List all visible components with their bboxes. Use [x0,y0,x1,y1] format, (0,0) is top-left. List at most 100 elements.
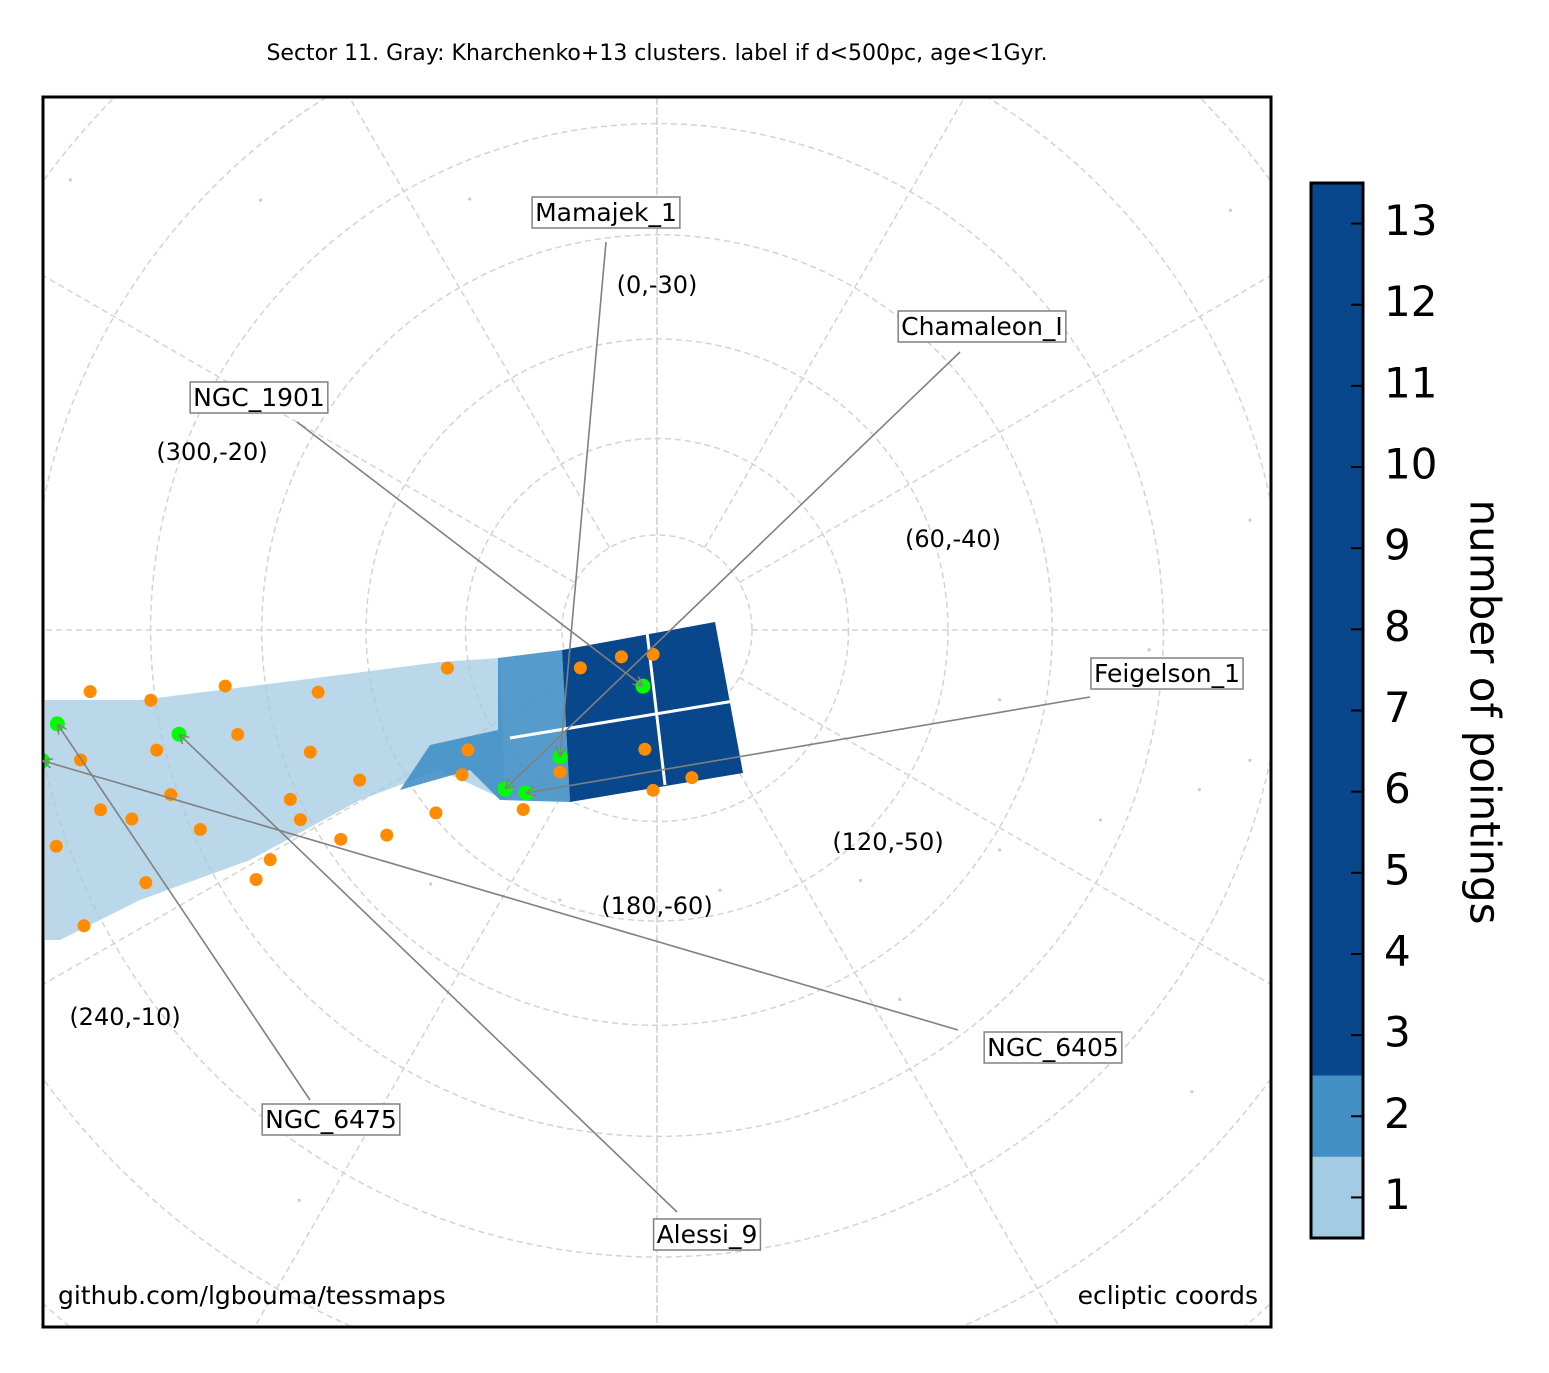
colorbar-tick-label: 7 [1384,683,1411,732]
annotation-arrow [179,734,678,1213]
colorbar-tick-label: 6 [1384,764,1411,813]
annotation-label: Chamaleon_I [901,312,1063,341]
annotation-arrow [560,241,607,757]
point [858,878,863,883]
point [1197,788,1201,792]
annotation-label: Alessi_9 [657,1220,758,1249]
annotation-arrow [526,696,1091,793]
point [77,919,91,933]
point [685,771,699,785]
colorbar-tick-label: 13 [1384,196,1437,245]
plot-frame [41,95,1273,1329]
point [68,178,72,182]
point [297,1198,301,1203]
point [49,839,63,853]
point [614,650,628,664]
colorbar-tick-label: 5 [1384,845,1411,894]
point [638,742,652,756]
point [646,783,660,797]
footprint-gap [509,698,741,740]
point [283,792,297,806]
colorbar-tick-label: 10 [1384,440,1437,489]
grid-label: (120,-50) [832,828,943,856]
annotation-arrow [57,724,311,1101]
point [1248,518,1252,522]
point [516,803,530,817]
annotation-arrow [42,761,959,1031]
annotation-label: Feigelson_1 [1094,659,1240,688]
annotation-box [983,1031,1123,1064]
annotation-box [189,381,329,414]
point [334,832,348,846]
colorbar-tick-label: 11 [1384,358,1437,407]
colorbar-label: number of pointings [1461,499,1510,924]
point [125,812,139,826]
grid-label: (300,-20) [156,438,267,466]
grid-line [703,97,966,549]
point [193,823,207,837]
annotation-box [261,1103,401,1136]
point [1098,818,1102,822]
colorbar-tick-label: 2 [1384,1089,1411,1138]
point [646,647,660,661]
point [353,773,367,787]
grid-label: (180,-60) [601,892,712,920]
point [553,765,567,779]
grid-label: (0,-30) [617,271,698,299]
point [998,698,1002,702]
point [311,685,325,699]
annotation-box [897,310,1067,343]
colorbar-tick-label: 9 [1384,521,1411,570]
grid-label: (60,-40) [905,525,1001,553]
point [144,693,158,707]
annotation-label: NGC_6475 [265,1105,397,1134]
footprint-2 [400,650,570,802]
chart-title: Sector 11. Gray: Kharchenko+13 clusters.… [266,41,1047,66]
point [1228,208,1233,212]
cluster-point [49,716,65,732]
grid-line [348,97,611,549]
point [258,198,263,202]
point [94,803,108,817]
annotation-arrow [296,421,643,686]
colorbar-tick-label: 1 [1384,1170,1411,1219]
annotation-arrow [505,351,961,789]
point [150,743,164,757]
annotation-label: NGC_1901 [193,383,325,412]
point [303,745,317,759]
grid-label: (240,-10) [69,1003,180,1031]
footer-left: github.com/lgbouma/tessmaps [58,1281,446,1310]
annotation-box [531,196,681,229]
point [558,898,562,902]
point [231,728,245,742]
grid-line [43,274,576,584]
point [429,882,433,886]
point [573,661,587,675]
grid-line [253,711,611,1327]
point [83,685,97,699]
point [139,876,153,890]
point [218,679,232,693]
point [1147,648,1151,652]
annotation-box [1090,657,1244,690]
point [461,743,475,757]
point [293,813,307,827]
colorbar-tick-label: 8 [1384,602,1411,651]
point [263,853,277,867]
colorbar-tick-label: 12 [1384,277,1437,326]
point [249,873,263,887]
point [455,768,469,782]
point [468,197,472,201]
point [440,661,454,675]
point [718,888,722,892]
point [997,848,1002,852]
point [1190,1090,1194,1094]
annotation-box [652,1218,762,1251]
annotation-label: Mamajek_1 [535,198,677,227]
footprint-3 [562,622,743,802]
grid-line [703,711,1061,1327]
